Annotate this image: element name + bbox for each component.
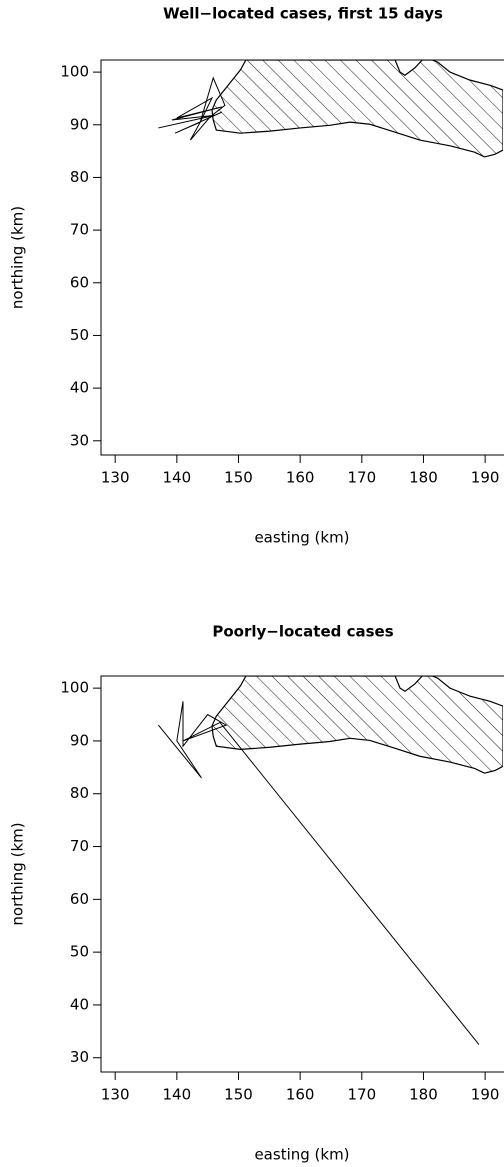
y-tick-label: 100	[60, 63, 89, 81]
y-tick-label: 70	[70, 837, 89, 855]
y-tick-label: 70	[70, 221, 89, 239]
x-tick-label: 160	[286, 469, 315, 487]
y-tick-label: 80	[70, 168, 89, 186]
x-axis-label: easting (km)	[254, 529, 349, 547]
y-tick-label: 90	[70, 731, 89, 749]
x-tick-label: 130	[101, 469, 130, 487]
y-tick-label: 60	[70, 890, 89, 908]
x-tick-label: 190	[471, 1086, 500, 1104]
track	[158, 76, 226, 141]
x-axis-label: easting (km)	[254, 1146, 349, 1164]
land	[211, 60, 503, 158]
x-tick-label: 150	[224, 1086, 253, 1104]
chart-title: Well−located cases, first 15 days	[163, 5, 443, 23]
y-tick-label: 30	[70, 431, 89, 449]
x-tick-label: 140	[163, 469, 192, 487]
y-tick-label: 40	[70, 379, 89, 397]
y-tick-label: 50	[70, 326, 89, 344]
y-tick-label: 100	[60, 679, 89, 697]
y-tick-label: 90	[70, 115, 89, 133]
x-tick-label: 140	[163, 1086, 192, 1104]
y-tick-label: 80	[70, 784, 89, 802]
y-tick-label: 50	[70, 943, 89, 961]
plot-area	[157, 676, 503, 1045]
x-tick-label: 130	[101, 1086, 130, 1104]
panel: Well−located cases, first 15 days easting…	[9, 5, 504, 547]
y-axis-label: northing (km)	[9, 822, 27, 925]
land	[211, 676, 503, 774]
y-axis-label: northing (km)	[9, 206, 27, 309]
y-tick-label: 60	[70, 273, 89, 291]
x-tick-label: 170	[347, 469, 376, 487]
plot-frame	[100, 675, 504, 1073]
chart-title: Poorly−located cases	[212, 623, 393, 641]
x-tick-label: 160	[286, 1086, 315, 1104]
y-tick-label: 40	[70, 995, 89, 1013]
x-tick-label: 150	[224, 469, 253, 487]
panel: Poorly−located cases easting (km) northing…	[9, 623, 504, 1164]
plot-frame	[100, 59, 504, 456]
x-tick-label: 180	[409, 469, 438, 487]
x-tick-label: 170	[347, 1086, 376, 1104]
track	[157, 701, 480, 1045]
y-tick-label: 30	[70, 1048, 89, 1066]
x-tick-label: 180	[409, 1086, 438, 1104]
plot-area	[158, 60, 503, 158]
x-tick-label: 190	[471, 469, 500, 487]
